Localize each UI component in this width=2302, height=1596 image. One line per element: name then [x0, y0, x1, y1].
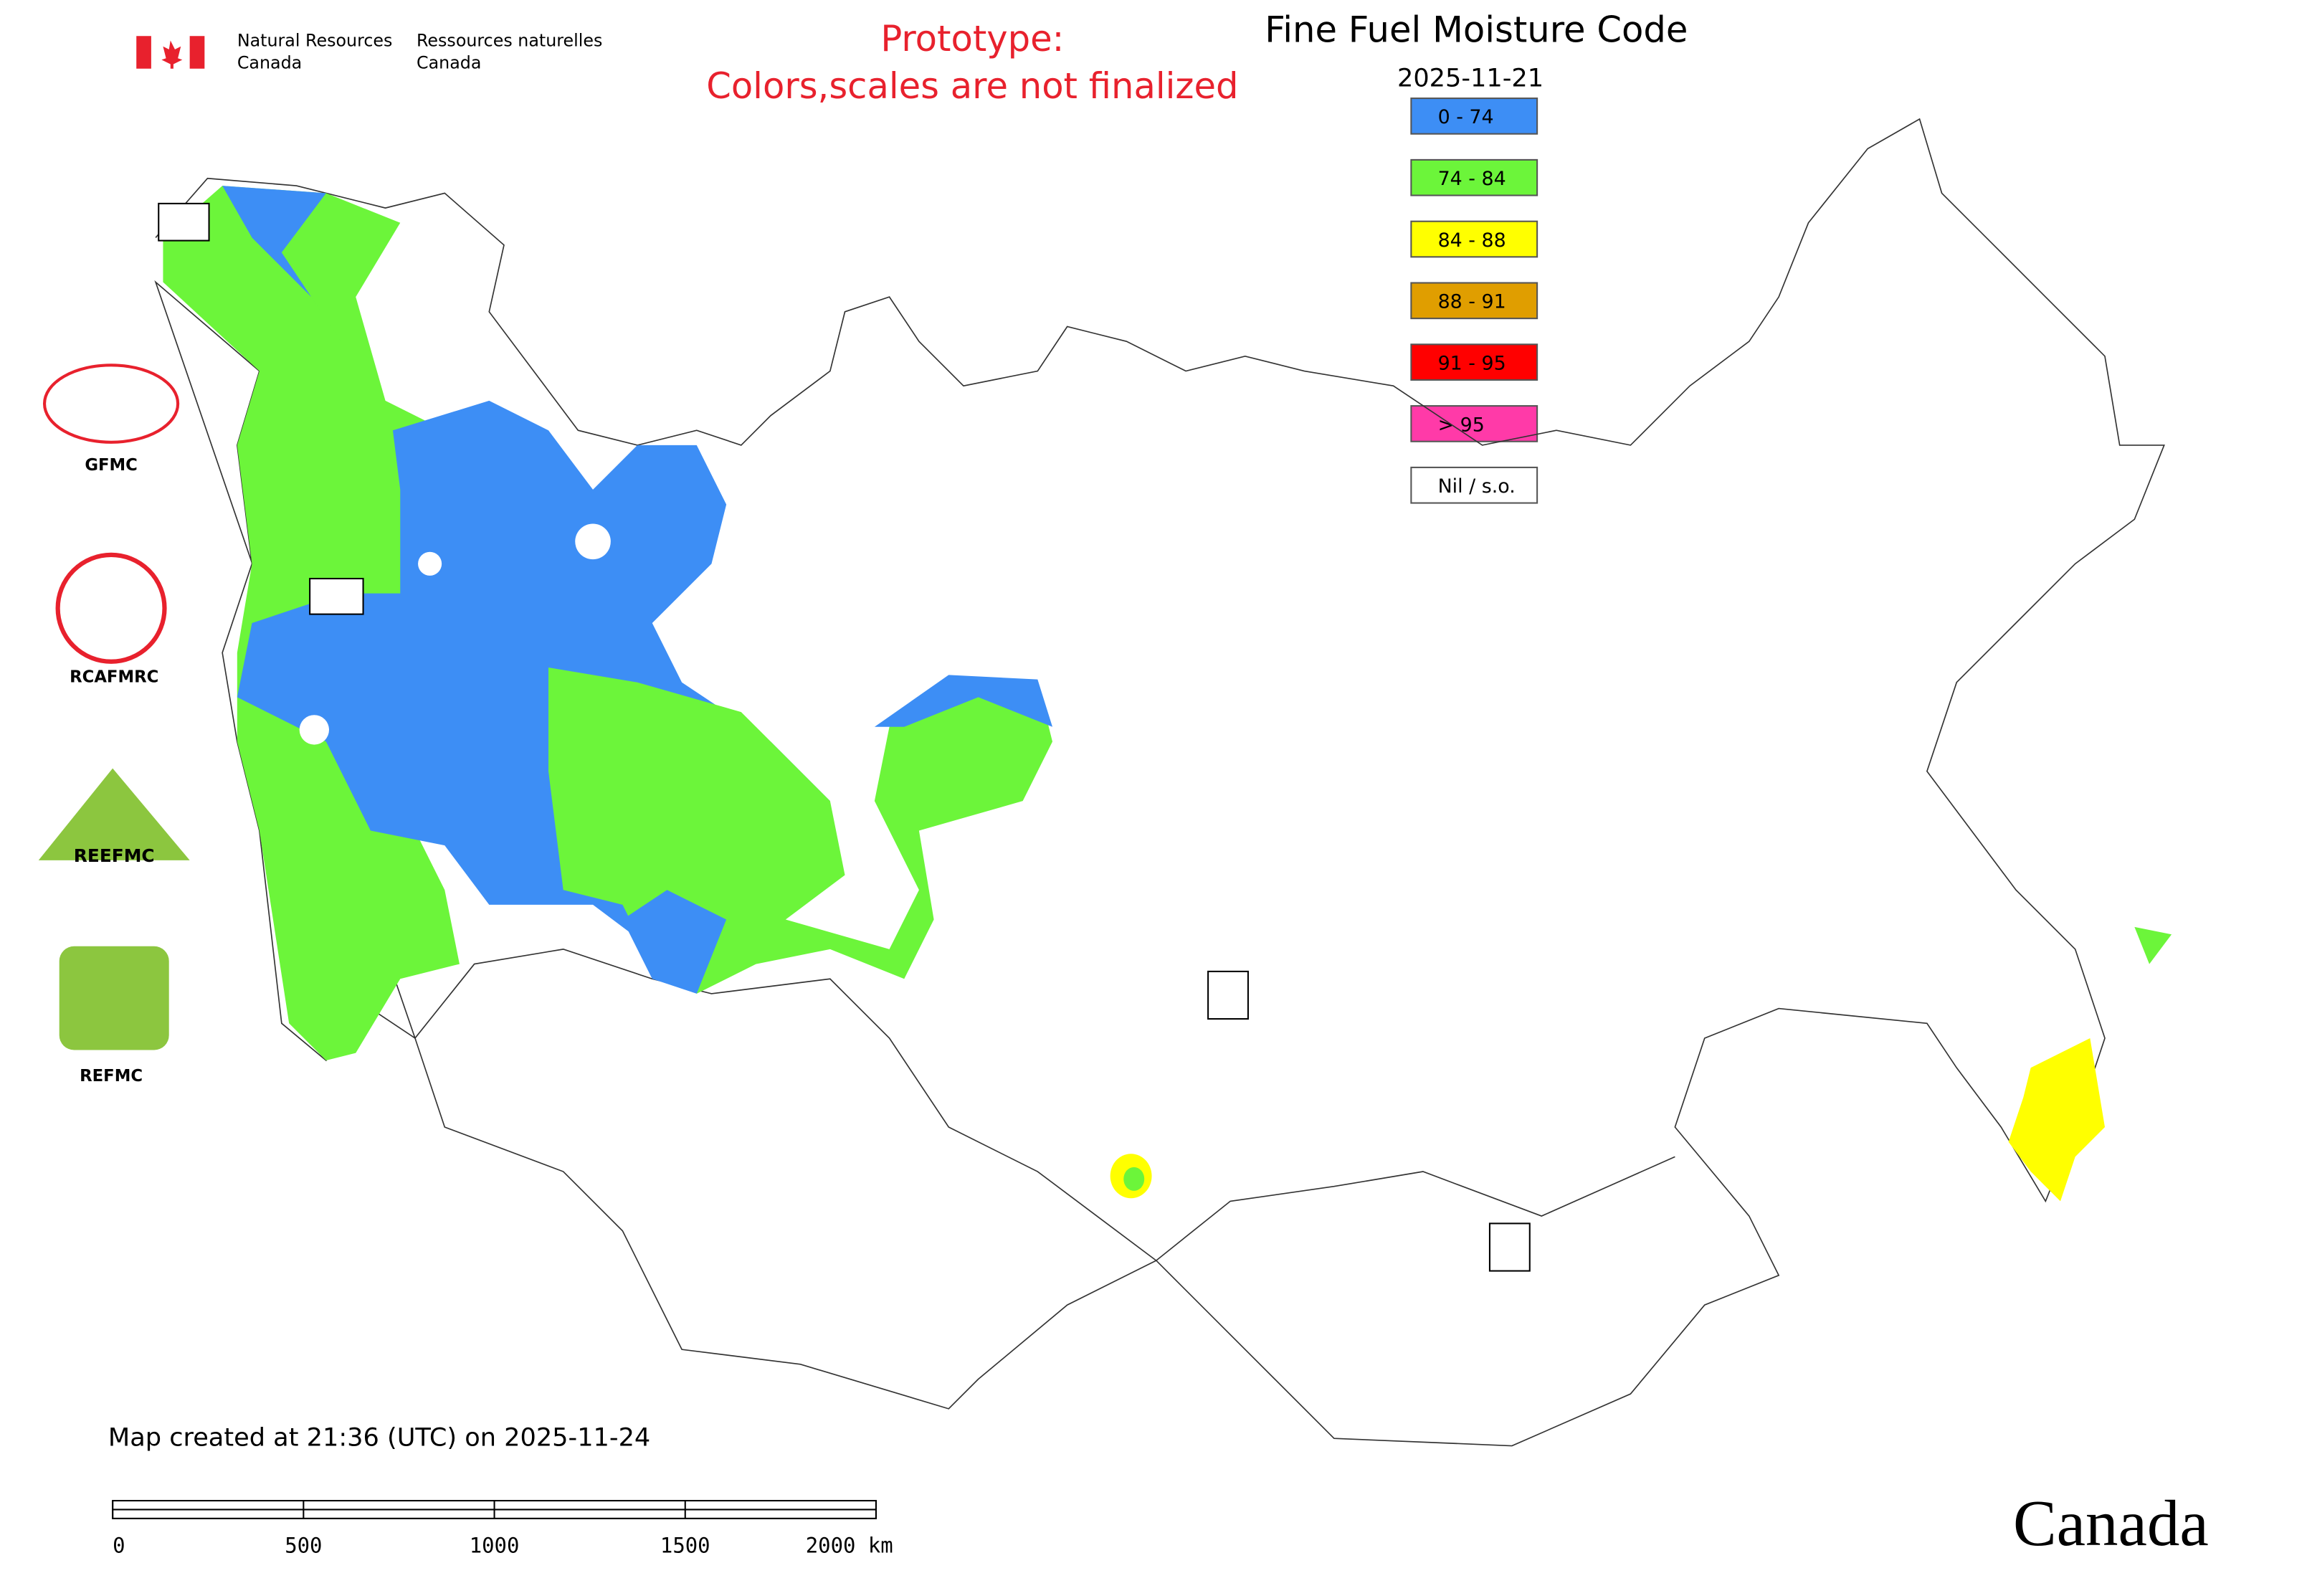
region-blue: [222, 186, 341, 342]
nil-area: [418, 551, 442, 576]
scale-bar: 0 500 1000 1500 2000 km: [112, 1500, 893, 1557]
logo-label: REFMC: [80, 1067, 143, 1086]
flag-bar: [136, 36, 151, 69]
agency-en: Natural Resources: [237, 31, 393, 51]
scale-label: 1000: [470, 1533, 520, 1557]
scale-label: 2000 km: [806, 1533, 893, 1557]
legend-label: Nil / s.o.: [1438, 475, 1516, 498]
map-date: 2025-11-21: [1397, 64, 1544, 93]
logo-label: GFMC: [85, 456, 137, 475]
legend-swatch: [1410, 466, 1538, 504]
logo-reefmc: [38, 768, 190, 860]
flag-bar: [189, 36, 205, 69]
region-green: [1123, 1167, 1145, 1191]
region-yellow: [2008, 1037, 2106, 1202]
legend-label: > 95: [1438, 414, 1485, 436]
logo-box: [309, 577, 364, 615]
agency-fr: Canada: [417, 53, 481, 73]
scale-label: 0: [113, 1533, 125, 1557]
map-logos: [158, 202, 1531, 1272]
region-blue: [622, 890, 727, 994]
nil-area: [575, 523, 611, 560]
side-logos: GFMC RCAFMRC REEFMC REFMC: [38, 364, 190, 1086]
legend-label: 84 - 88: [1438, 229, 1506, 252]
maple-leaf: [161, 40, 183, 69]
created-note: Map created at 21:36 (UTC) on 2025-11-24: [108, 1423, 650, 1453]
region-green: [548, 668, 1053, 994]
logo-box: [1207, 970, 1249, 1020]
logo-label: RCAFMRC: [70, 668, 158, 687]
agency-en: Canada: [237, 53, 302, 73]
logo-refmc: [59, 946, 169, 1050]
border: [155, 118, 2165, 1447]
region-green: [2134, 926, 2172, 964]
legend-swatch: [1410, 98, 1538, 135]
legend-swatch: [1410, 282, 1538, 320]
legend-label: 0 - 74: [1438, 106, 1494, 128]
scale-label: 500: [285, 1533, 322, 1557]
scale-label: 1500: [660, 1533, 710, 1557]
notice: Prototype:: [880, 18, 1064, 60]
legend-label: 88 - 91: [1438, 291, 1506, 313]
ffmc-coverage: [163, 186, 2172, 1202]
nil-area: [299, 715, 330, 745]
fip-header: Natural Resources Canada Ressources natu…: [136, 31, 602, 73]
logo-box: [158, 202, 210, 242]
agency-fr: Ressources naturelles: [417, 31, 602, 51]
notice: Colors,scales are not finalized: [706, 65, 1238, 107]
legend-label: 91 - 95: [1438, 352, 1506, 374]
legend-swatch: [1410, 158, 1538, 196]
logo-label: REEFMC: [74, 845, 155, 866]
canada-wordmark: Canada: [2013, 1487, 2209, 1559]
legend-label: 74 - 84: [1438, 168, 1506, 190]
region-blue: [874, 675, 1053, 727]
logo-box: [1488, 1222, 1531, 1272]
legend: 0 - 74 74 - 84 84 - 88 88 - 91 91 - 95 > 95 Ni…: [1410, 98, 1538, 504]
logo-gfmc: [42, 364, 180, 444]
legend-swatch: [1410, 343, 1538, 381]
legend-swatch: [1410, 220, 1538, 258]
map-title: Fine Fuel Moisture Code: [1265, 9, 1688, 51]
logo-rcafmrc: [55, 552, 167, 664]
border: [1156, 1156, 1675, 1261]
